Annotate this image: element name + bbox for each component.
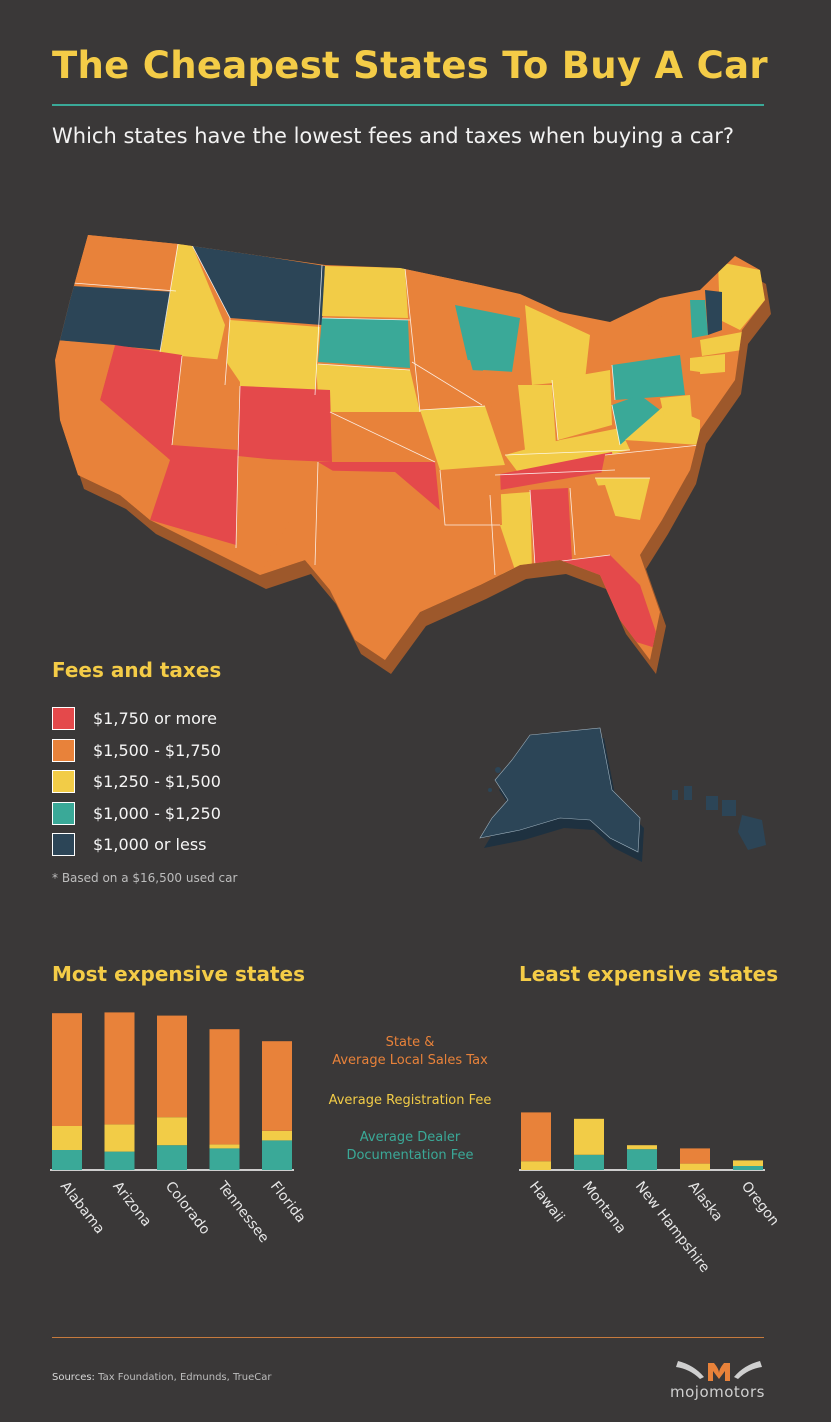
bar-segment-alabama: [52, 1013, 82, 1126]
legend-swatch: [52, 770, 75, 794]
bar-segment-colorado: [157, 1015, 187, 1118]
sources-text: Tax Foundation, Edmunds, TrueCar: [98, 1372, 272, 1383]
legend-footnote: * Based on a $16,500 used car: [52, 871, 238, 885]
bar-segment-alabama: [52, 1126, 82, 1150]
alaska-map: [479, 727, 644, 862]
bar-segment-alabama: [52, 1150, 82, 1170]
legend-swatch: [52, 738, 75, 762]
legend: $1,750 or more $1,500 - $1,750 $1,250 - …: [52, 703, 221, 861]
legend-item: $1,000 or less: [52, 829, 221, 861]
hawaii-map: [672, 786, 766, 850]
legend-item: $1,250 - $1,500: [52, 766, 221, 798]
bar-segment-florida: [262, 1140, 292, 1170]
legend-item: $1,750 or more: [52, 703, 221, 735]
bar-segment-oregon: [733, 1160, 763, 1166]
category-label: Tennessee: [214, 1178, 272, 1246]
category-label: Montana: [579, 1179, 629, 1237]
legend-label: $1,250 - $1,500: [93, 772, 221, 792]
legend-label: $1,750 or more: [93, 709, 217, 729]
legend-swatch: [52, 707, 75, 731]
bar-segment-montana: [574, 1118, 604, 1155]
title-divider: [52, 104, 764, 106]
bar-segment-colorado: [157, 1117, 187, 1146]
category-label: Colorado: [162, 1179, 213, 1238]
category-label: Oregon: [738, 1179, 782, 1229]
bar-segment-oregon: [733, 1166, 763, 1170]
bar-segment-new-hampshire: [627, 1149, 657, 1170]
bar-segment-arizona: [104, 1012, 135, 1125]
mojomotors-logo-icon: [676, 1361, 762, 1381]
legend-item: $1,500 - $1,750: [52, 735, 221, 767]
legend-swatch: [52, 833, 75, 857]
us-map-borders: [59, 243, 701, 576]
footer-divider: [52, 1337, 764, 1338]
bar-segment-hawaii: [521, 1112, 551, 1162]
legend-label: $1,500 - $1,750: [93, 740, 221, 760]
bar-segment-new-hampshire: [627, 1145, 657, 1150]
category-label: Florida: [267, 1179, 309, 1226]
legend-title: Fees and taxes: [52, 658, 222, 682]
legend-label: $1,000 - $1,250: [93, 803, 221, 823]
sources: Sources: Tax Foundation, Edmunds, TrueCa…: [52, 1372, 271, 1383]
bar-segment-montana: [574, 1154, 604, 1170]
bar-segment-florida: [262, 1130, 292, 1141]
logo-text: mojomotors: [670, 1383, 765, 1401]
category-label: Arizona: [109, 1179, 154, 1230]
least-expensive-title: Least expensive states: [519, 962, 779, 986]
bar-segment-florida: [262, 1041, 292, 1131]
page-subtitle: Which states have the lowest fees and ta…: [52, 124, 735, 148]
us-map: [55, 235, 771, 862]
bar-segment-alaska: [680, 1148, 710, 1164]
most-expensive-title: Most expensive states: [52, 962, 305, 986]
category-label: Alaska: [685, 1179, 726, 1225]
legend-item: $1,000 - $1,250: [52, 798, 221, 830]
legend-label: $1,000 or less: [93, 835, 207, 855]
page-title: The Cheapest States To Buy A Car: [52, 44, 768, 87]
bar-segment-tennessee: [209, 1029, 240, 1145]
bar-segment-hawaii: [521, 1161, 551, 1170]
sources-label: Sources:: [52, 1372, 95, 1383]
key-documentation: Average Dealer Documentation Fee: [346, 1130, 474, 1163]
category-label: Alabama: [57, 1179, 108, 1237]
bar-segment-colorado: [157, 1145, 187, 1170]
legend-swatch: [52, 801, 75, 825]
bar-segment-tennessee: [209, 1144, 240, 1149]
bar-segment-tennessee: [209, 1148, 240, 1170]
key-sales-tax: State & Average Local Sales Tax: [332, 1035, 488, 1068]
bar-segment-arizona: [104, 1124, 135, 1152]
category-label: Hawaii: [526, 1179, 567, 1226]
bar-segment-arizona: [104, 1151, 135, 1170]
key-registration: Average Registration Fee: [328, 1093, 492, 1108]
bar-segment-alaska: [680, 1163, 710, 1170]
